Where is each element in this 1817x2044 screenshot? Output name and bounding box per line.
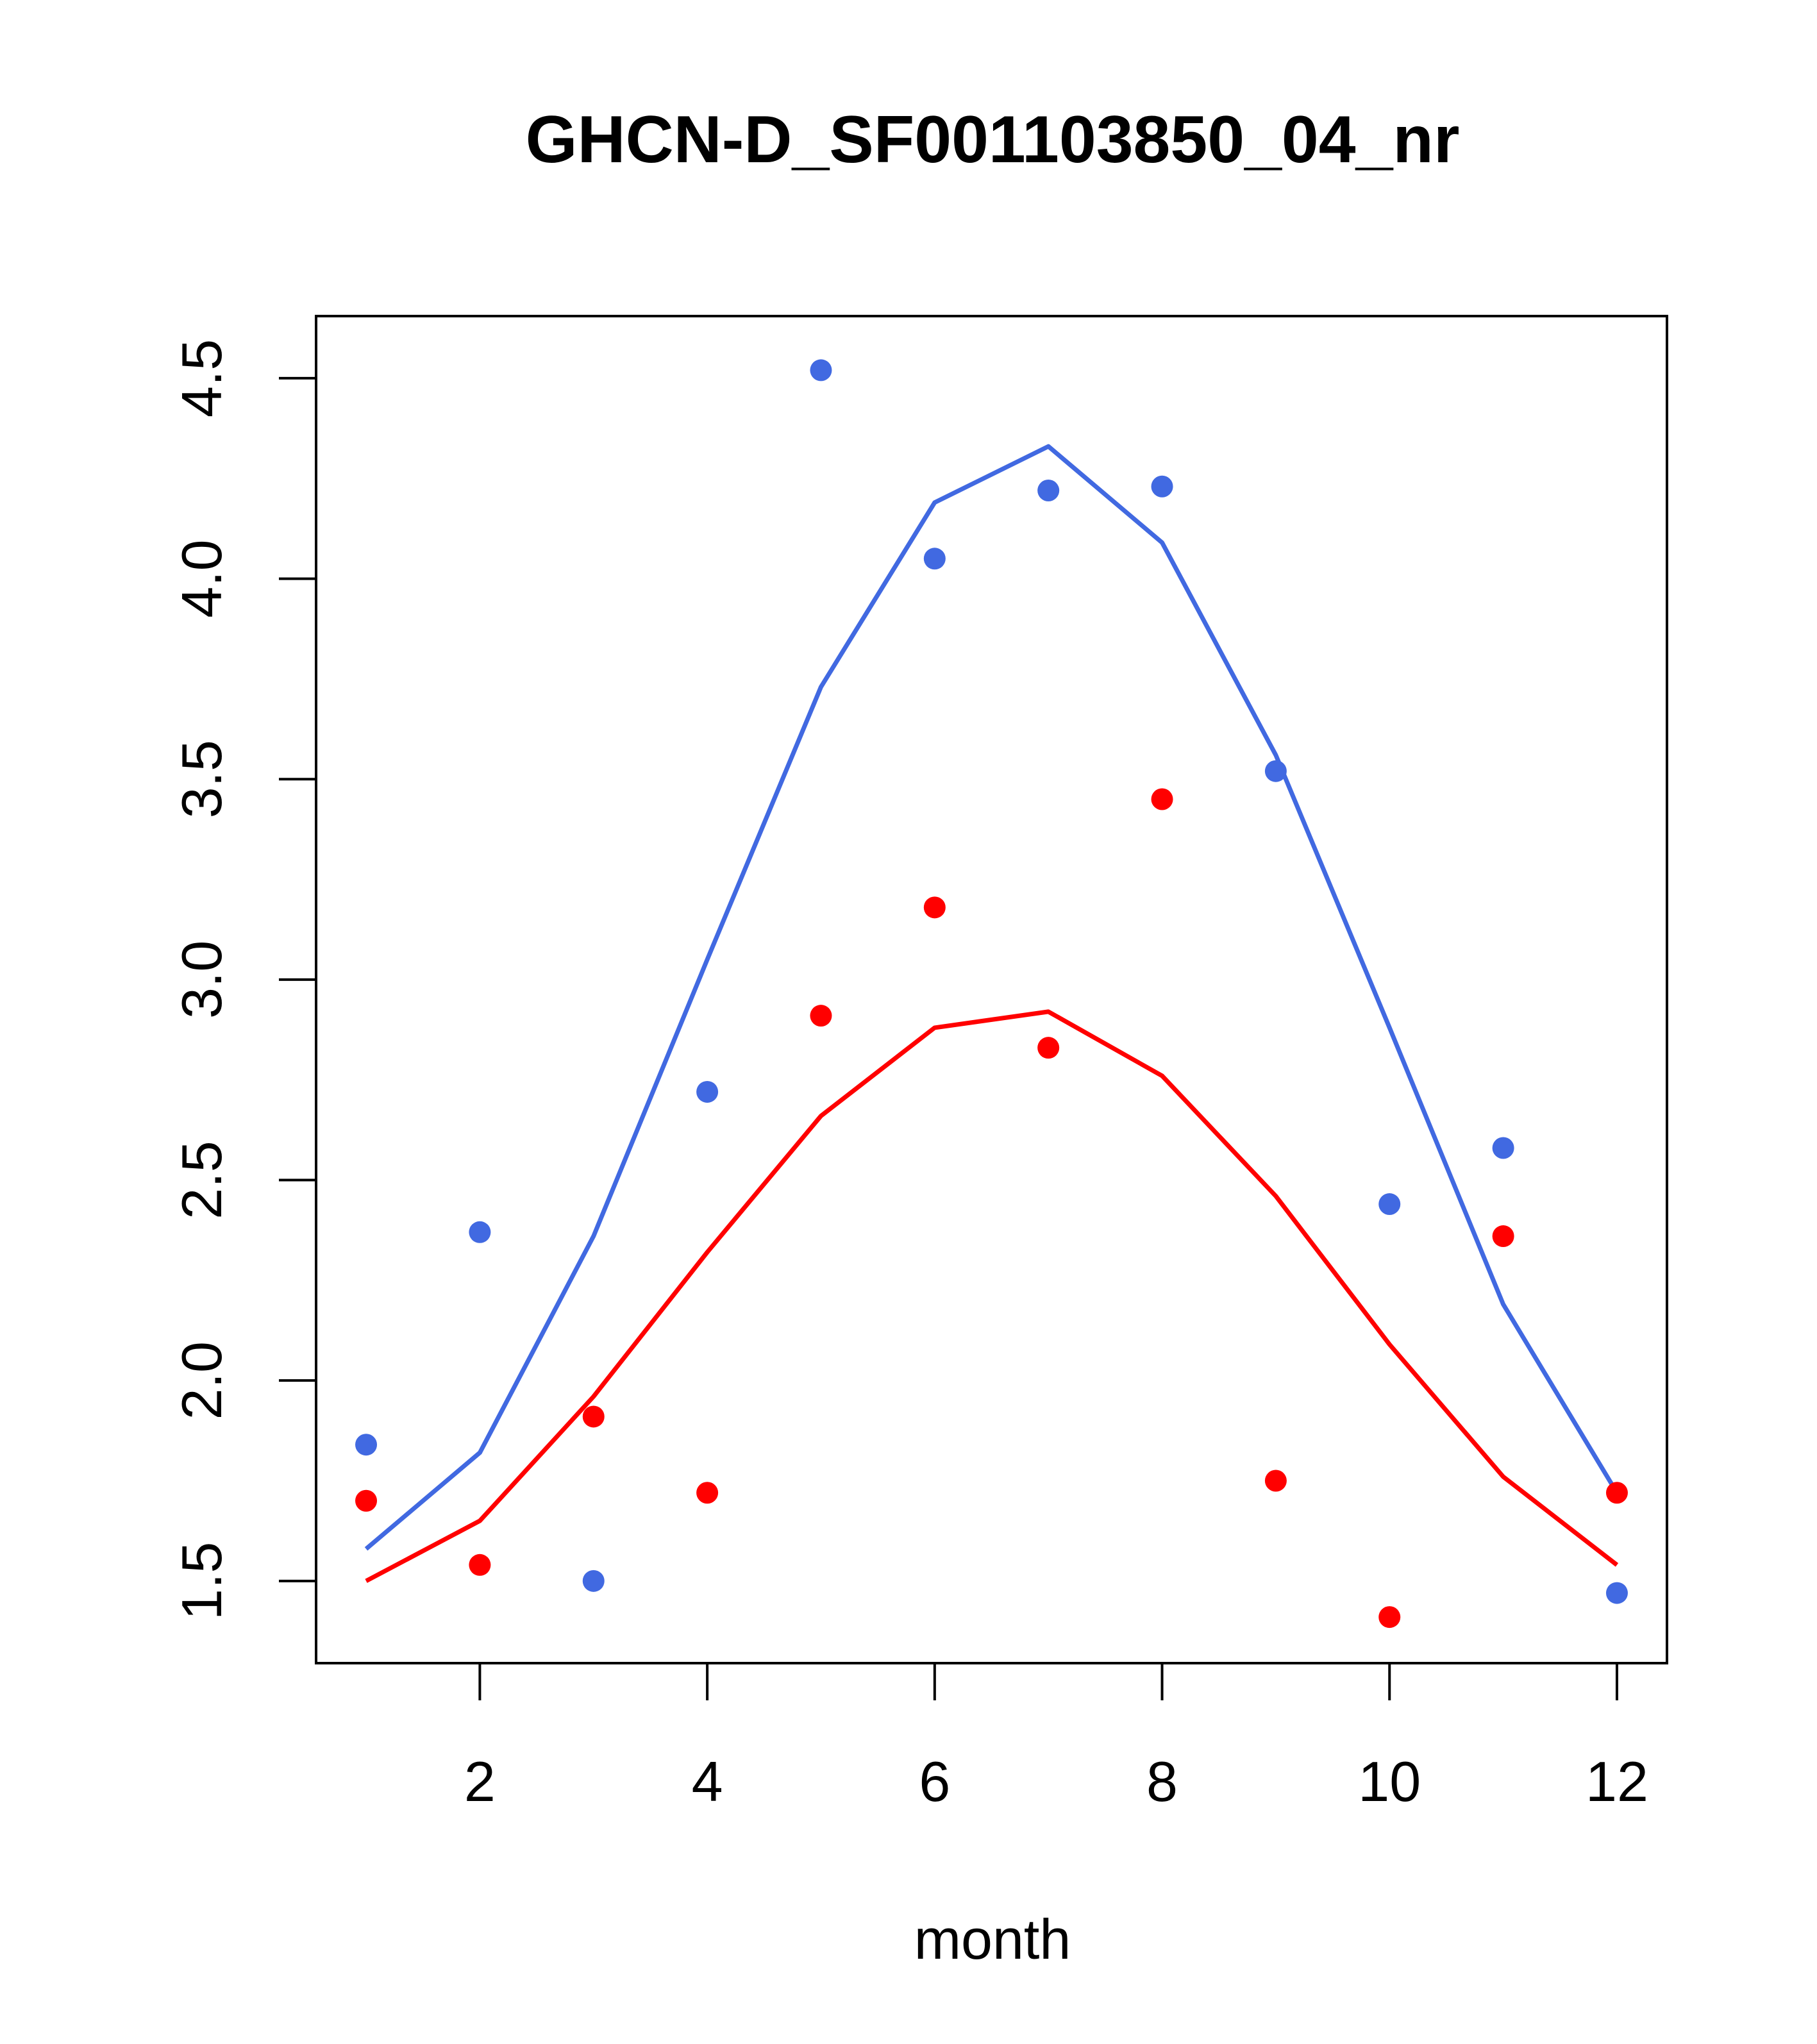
y-tick-label: 2.5 bbox=[170, 1141, 233, 1219]
point-red bbox=[1037, 1037, 1060, 1059]
y-tick-label: 4.5 bbox=[170, 339, 233, 417]
y-tick-label: 1.5 bbox=[170, 1542, 233, 1620]
point-blue bbox=[696, 1080, 719, 1103]
point-red bbox=[923, 896, 946, 919]
point-blue bbox=[582, 1570, 605, 1592]
x-tick-label: 8 bbox=[1146, 1750, 1178, 1813]
series-line-red bbox=[365, 1009, 1619, 1583]
x-axis: 2 4 6 8 10 12 bbox=[464, 1662, 1648, 1813]
point-red bbox=[810, 1005, 832, 1027]
x-tick-label: 2 bbox=[464, 1750, 496, 1813]
point-red bbox=[696, 1482, 719, 1504]
point-blue bbox=[810, 359, 832, 381]
point-blue bbox=[923, 548, 946, 570]
point-red bbox=[582, 1405, 605, 1428]
point-blue bbox=[1378, 1193, 1401, 1216]
point-red bbox=[469, 1554, 491, 1576]
point-blue bbox=[1605, 1582, 1628, 1604]
x-tick-label: 4 bbox=[692, 1750, 723, 1813]
series-line-blue bbox=[364, 444, 1619, 1551]
point-blue bbox=[1151, 475, 1173, 498]
point-red bbox=[1264, 1470, 1287, 1492]
y-axis: 1.5 2.0 2.5 3.0 3.5 4.0 4.5 bbox=[170, 339, 317, 1620]
point-red bbox=[355, 1489, 378, 1512]
point-red bbox=[1378, 1606, 1401, 1629]
plot-frame bbox=[315, 315, 1668, 1664]
series-points bbox=[355, 359, 1628, 1629]
y-tick-label: 3.0 bbox=[170, 941, 233, 1019]
point-red bbox=[1151, 788, 1173, 810]
point-red bbox=[1605, 1482, 1628, 1504]
x-tick-label: 10 bbox=[1358, 1750, 1421, 1813]
x-tick-label: 6 bbox=[919, 1750, 950, 1813]
point-blue bbox=[1492, 1137, 1514, 1159]
point-blue bbox=[1264, 760, 1287, 782]
point-blue bbox=[469, 1221, 491, 1243]
point-blue bbox=[1037, 480, 1060, 502]
series-lines bbox=[364, 444, 1619, 1583]
point-red bbox=[1492, 1225, 1514, 1248]
point-blue bbox=[355, 1434, 378, 1456]
y-tick-label: 3.5 bbox=[170, 740, 233, 818]
chart-title: GHCN-D_SF001103850_04_nr bbox=[526, 103, 1460, 177]
y-tick-label: 4.0 bbox=[170, 539, 233, 617]
x-tick-label: 12 bbox=[1586, 1750, 1648, 1813]
x-axis-label: month bbox=[914, 1907, 1071, 1971]
y-tick-label: 2.0 bbox=[170, 1341, 233, 1420]
